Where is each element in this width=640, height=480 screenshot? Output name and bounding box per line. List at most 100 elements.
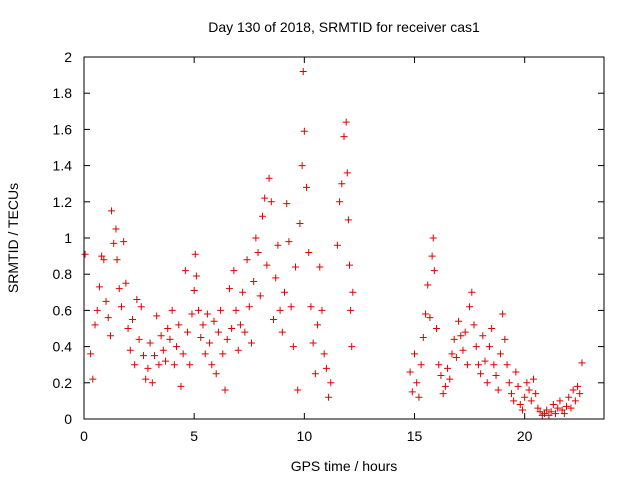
data-point [428, 252, 436, 260]
y-tick-label: 1.8 [53, 85, 73, 101]
data-point [197, 334, 205, 342]
data-point [474, 361, 482, 369]
data-point [470, 321, 478, 329]
data-point [452, 353, 460, 361]
x-tick-label: 15 [407, 428, 423, 444]
data-point [433, 325, 441, 332]
data-point [112, 225, 120, 233]
data-point [157, 332, 165, 340]
chart-title: Day 130 of 2018, SRMTID for receiver cas… [208, 19, 480, 35]
data-point [492, 372, 500, 380]
data-point [267, 198, 275, 206]
data-point [170, 361, 178, 369]
data-point [552, 410, 560, 418]
data-point [234, 346, 242, 354]
data-point [139, 352, 147, 360]
data-point [265, 174, 273, 182]
plot-frame [83, 56, 605, 420]
data-point [439, 390, 447, 398]
data-point [311, 370, 319, 378]
data-point [117, 303, 125, 311]
data-point [188, 310, 196, 318]
data-point [151, 352, 159, 360]
y-tick-label: 0.6 [53, 302, 73, 318]
data-point [192, 272, 200, 280]
data-point [505, 379, 513, 387]
y-tick-label: 1 [64, 230, 72, 246]
data-point [488, 325, 496, 332]
data-point [576, 390, 584, 398]
data-point [333, 241, 341, 249]
data-point [532, 390, 540, 398]
data-point [106, 332, 114, 340]
data-point [128, 315, 136, 323]
data-point [336, 198, 344, 206]
data-point [525, 386, 533, 394]
data-point [518, 406, 526, 414]
data-point [146, 339, 154, 347]
data-point [276, 306, 284, 314]
y-tick-label: 0.8 [53, 266, 73, 282]
data-point [252, 234, 260, 242]
data-point [422, 310, 430, 318]
data-point [289, 343, 297, 351]
data-points [81, 67, 586, 419]
data-point [131, 361, 139, 369]
data-point [415, 393, 423, 401]
data-point [468, 288, 476, 296]
data-point [292, 263, 300, 271]
x-tick-label: 0 [80, 428, 88, 444]
data-point [113, 256, 121, 264]
data-point [217, 306, 225, 314]
data-point [578, 359, 586, 367]
data-point [455, 317, 463, 325]
data-point [413, 379, 421, 387]
data-point [512, 368, 520, 376]
data-point [219, 350, 227, 358]
data-point [461, 328, 469, 336]
data-point [120, 238, 128, 246]
data-point [430, 267, 438, 275]
data-point [563, 402, 571, 410]
data-point [556, 397, 564, 405]
data-point [95, 283, 103, 291]
data-point [190, 286, 198, 294]
data-point [499, 310, 507, 318]
data-point [81, 250, 89, 258]
data-point [424, 281, 432, 289]
data-point [450, 335, 458, 343]
data-point [142, 375, 150, 383]
data-point [574, 382, 582, 390]
data-point [545, 411, 553, 419]
data-point [558, 406, 566, 414]
data-point [543, 406, 551, 414]
data-point [342, 118, 350, 126]
data-point [168, 306, 176, 314]
data-point [536, 408, 544, 416]
data-point [344, 216, 352, 224]
data-point [115, 285, 123, 293]
data-point [343, 169, 351, 177]
data-point [338, 180, 346, 188]
data-point [93, 306, 101, 314]
data-point [212, 370, 220, 378]
data-point [406, 368, 414, 376]
data-point [523, 379, 531, 387]
data-point [181, 267, 189, 275]
data-point [479, 332, 487, 340]
data-point [534, 404, 542, 412]
data-point [435, 361, 443, 369]
data-point [565, 393, 573, 401]
data-point [144, 364, 152, 372]
data-point [459, 346, 467, 354]
data-point [210, 317, 218, 325]
data-point [137, 303, 145, 311]
data-point [110, 239, 118, 247]
data-point [296, 220, 304, 228]
data-point [177, 382, 185, 390]
data-point [437, 372, 445, 380]
data-point [307, 303, 315, 311]
data-point [322, 364, 330, 372]
y-tick-label: 2 [64, 49, 72, 65]
data-point [191, 250, 199, 258]
